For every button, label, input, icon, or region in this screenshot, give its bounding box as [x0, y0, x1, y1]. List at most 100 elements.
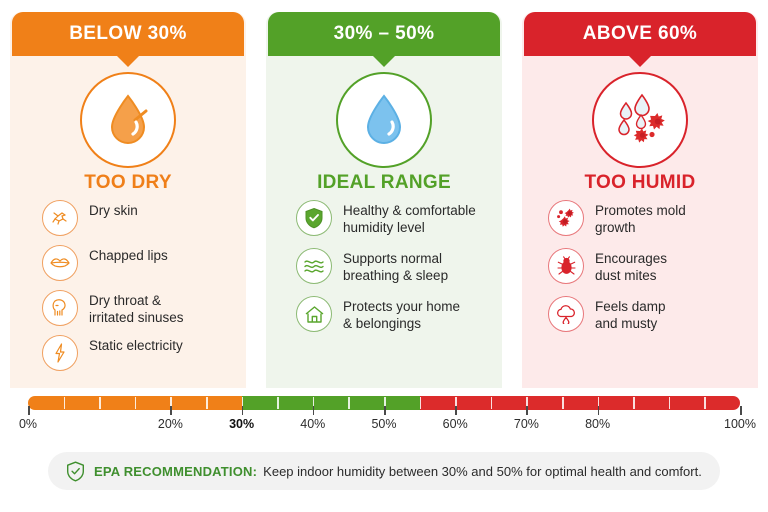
scale-minor-tick: [668, 397, 671, 409]
badge-circle-dry: [80, 72, 176, 168]
scale-minor-tick: [63, 397, 66, 409]
list-item-label: Chapped lips: [89, 248, 168, 263]
scale-major-ticks: [28, 406, 742, 416]
scale-minor-tick: [99, 397, 101, 409]
list-item: Chapped lips: [42, 245, 256, 281]
column-title-humid: TOO HUMID: [584, 172, 696, 193]
scale-tick-label: 30%: [229, 417, 255, 431]
list-item: Healthy & comfortable humidity level: [296, 200, 512, 236]
symptom-list-dry: Dry skin Chapped lips: [0, 200, 256, 380]
column-ideal-range: 30% – 50% IDEAL RANGE: [256, 0, 512, 388]
dry-droplet-icon: [102, 90, 154, 151]
list-item: Dry throat & irritated sinuses: [42, 290, 256, 326]
scale-tick-label: 0%: [18, 417, 38, 431]
scale-minor-tick: [633, 397, 635, 409]
scale-minor-tick: [241, 397, 244, 409]
home-icon: [296, 296, 332, 332]
badge-circle-humid: [592, 72, 688, 168]
scale-minor-tick: [134, 397, 137, 409]
scale-bar[interactable]: [28, 396, 740, 410]
waves-icon: [296, 248, 332, 284]
scale-tick-label: 40%: [300, 417, 326, 431]
list-item-label: Healthy & comfortable humidity level: [343, 203, 476, 235]
list-item-label: Promotes mold growth: [595, 203, 686, 235]
list-item-label: Static electricity: [89, 338, 183, 353]
range-columns: BELOW 30% TOO DRY: [0, 0, 768, 388]
scale-minor-tick: [562, 397, 564, 409]
scale-segment: [419, 396, 740, 410]
scale-tick-label: 50%: [371, 417, 397, 431]
list-item-label: Dry skin: [89, 203, 138, 218]
list-item: Feels damp and musty: [548, 296, 768, 332]
scale-major-tick: [28, 406, 30, 415]
badge-circle-ideal: [336, 72, 432, 168]
scale-tick-label: 70%: [513, 417, 539, 431]
scale-tick-label: 80%: [585, 417, 611, 431]
scale-minor-tick: [419, 397, 422, 409]
shield-check-icon: [66, 461, 85, 482]
column-too-humid: ABOVE 60%: [512, 0, 768, 388]
list-item: Dry skin: [42, 200, 256, 236]
scale-minor-tick: [526, 397, 528, 409]
scale-major-tick: [312, 406, 315, 415]
scale-minor-tick: [170, 397, 172, 409]
droplets-mold-icon: [610, 89, 670, 152]
scale-major-tick: [526, 406, 528, 415]
column-header-dry: BELOW 30%: [12, 12, 244, 56]
chapped-lips-icon: [42, 245, 78, 281]
list-item: Static electricity: [42, 335, 256, 371]
column-header-humid: ABOVE 60%: [524, 12, 756, 56]
list-item-label: Encourages dust mites: [595, 251, 668, 283]
damp-cloud-icon: [548, 296, 584, 332]
header-notch-ideal: [373, 56, 395, 67]
list-item: Promotes mold growth: [548, 200, 768, 236]
footer-text: Keep indoor humidity between 30% and 50%…: [263, 463, 702, 479]
list-item-label: Feels damp and musty: [595, 299, 666, 331]
blue-droplet-icon: [359, 90, 409, 151]
scale-tick-labels: 0% 20% 30% 40% 50% 60% 70% 80% 100%: [19, 417, 756, 437]
list-item-label: Supports normal breathing & sleep: [343, 251, 449, 283]
scale-minor-tick: [206, 397, 208, 409]
header-notch-dry: [117, 56, 139, 67]
scale-minor-ticks: [28, 396, 740, 410]
list-item-label: Dry throat & irritated sinuses: [89, 293, 184, 325]
list-item: Protects your home & belongings: [296, 296, 512, 332]
column-title-dry: TOO DRY: [84, 172, 172, 193]
scale-major-tick: [384, 406, 386, 415]
scale-minor-tick: [312, 397, 315, 409]
mold-spores-icon: [548, 200, 584, 236]
scale-minor-tick: [384, 397, 386, 409]
scale-minor-tick: [455, 397, 457, 409]
column-too-dry: BELOW 30% TOO DRY: [0, 0, 256, 388]
epa-recommendation-banner: EPA RECOMMENDATION: Keep indoor humidity…: [48, 452, 720, 490]
column-title-ideal: IDEAL RANGE: [317, 172, 451, 193]
symptom-list-humid: Promotes mold growth: [512, 200, 768, 344]
footer-label: EPA RECOMMENDATION:: [94, 463, 258, 479]
shield-check-icon: [296, 200, 332, 236]
scale-major-tick: [740, 406, 742, 415]
scale-major-tick: [597, 406, 600, 415]
benefit-list-ideal: Healthy & comfortable humidity level Sup…: [256, 200, 512, 344]
scale-major-tick: [170, 406, 172, 415]
list-item: Supports normal breathing & sleep: [296, 248, 512, 284]
scale-major-tick: [241, 406, 244, 415]
scale-tick-label: 100%: [724, 417, 756, 431]
list-item: Encourages dust mites: [548, 248, 768, 284]
scale-minor-tick: [490, 397, 493, 409]
scale-minor-tick: [704, 397, 706, 409]
header-notch-humid: [629, 56, 651, 67]
cracked-skin-icon: [42, 200, 78, 236]
dust-mite-icon: [548, 248, 584, 284]
scale-minor-tick: [597, 397, 600, 409]
scale-segment: [241, 396, 420, 410]
scale-tick-label: 60%: [442, 417, 468, 431]
dry-throat-icon: [42, 290, 78, 326]
column-header-ideal: 30% – 50%: [268, 12, 500, 56]
scale-major-tick: [455, 406, 457, 415]
static-electricity-icon: [42, 335, 78, 371]
list-item-label: Protects your home & belongings: [343, 299, 461, 331]
scale-minor-tick: [277, 397, 279, 409]
scale-tick-label: 20%: [157, 417, 183, 431]
humidity-scale: 0% 20% 30% 40% 50% 60% 70% 80% 100%: [0, 388, 768, 444]
